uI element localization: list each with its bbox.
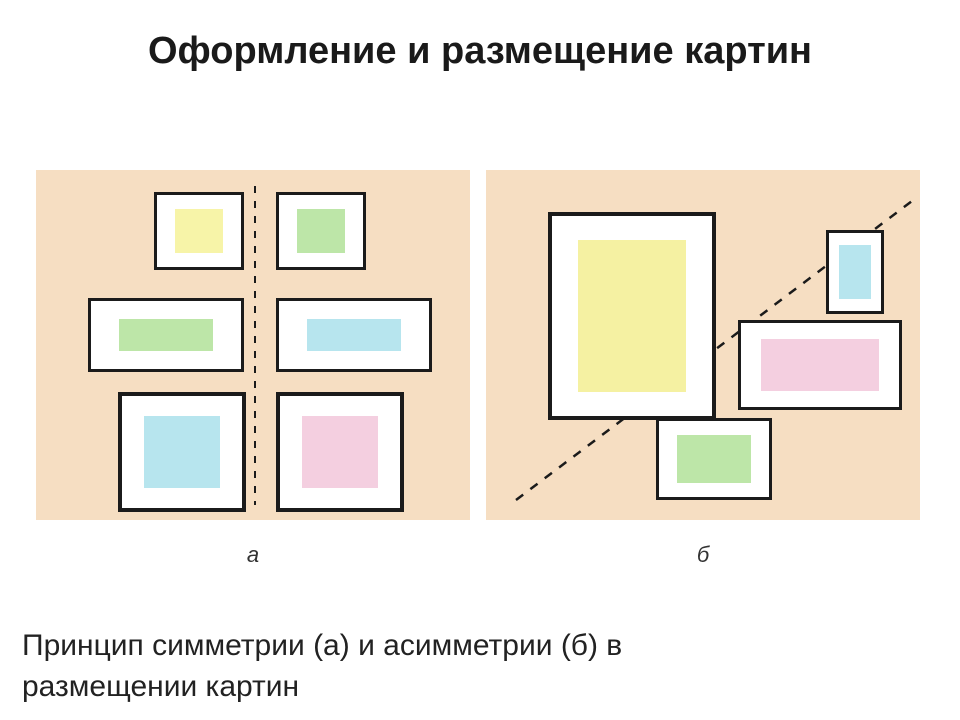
page-title: Оформление и размещение картин — [0, 28, 960, 76]
picture-inner — [578, 240, 686, 392]
picture-inner — [839, 245, 871, 299]
page-root: Оформление и размещение картин а б Принц… — [0, 0, 960, 720]
caption-line-2: размещении картин — [22, 667, 622, 708]
panel-b-label: б — [486, 542, 920, 568]
picture-frame — [656, 418, 772, 500]
picture-frame — [738, 320, 902, 410]
picture-frame — [154, 192, 244, 270]
title-text: Оформление и размещение картин — [148, 30, 812, 72]
picture-frame — [548, 212, 716, 420]
panel-symmetry — [36, 170, 470, 520]
picture-inner — [677, 435, 751, 483]
panel-a-label: а — [36, 542, 470, 568]
picture-frame — [118, 392, 246, 512]
picture-inner — [144, 416, 220, 488]
picture-inner — [302, 416, 378, 488]
caption: Принцип симметрии (а) и асимметрии (б) в… — [22, 626, 622, 707]
caption-line-1: Принцип симметрии (а) и асимметрии (б) в — [22, 626, 622, 667]
picture-inner — [175, 209, 223, 253]
picture-frame — [276, 392, 404, 512]
picture-inner — [297, 209, 345, 253]
picture-frame — [276, 192, 366, 270]
picture-inner — [307, 319, 401, 351]
picture-inner — [761, 339, 879, 391]
picture-frame — [826, 230, 884, 314]
picture-frame — [88, 298, 244, 372]
picture-inner — [119, 319, 213, 351]
panel-asymmetry — [486, 170, 920, 520]
picture-frame — [276, 298, 432, 372]
